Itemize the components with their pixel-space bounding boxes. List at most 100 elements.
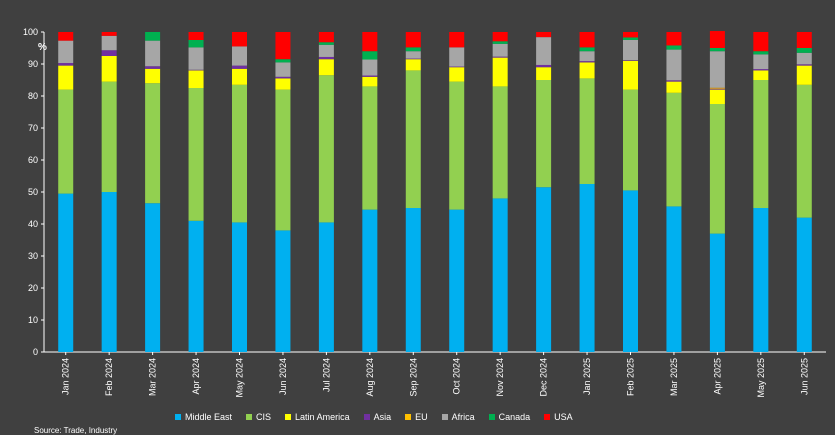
- source-note: Source: Trade, Industry: [34, 426, 118, 435]
- bar-segment: [492, 41, 508, 44]
- bar-segment: [753, 70, 769, 80]
- bar-segment: [709, 233, 725, 352]
- bar-segment: [318, 42, 334, 45]
- legend-item: Middle East: [175, 412, 232, 422]
- x-tick-label: Oct 2024: [452, 358, 462, 395]
- bar-segment: [623, 32, 638, 38]
- bar-segment: [275, 32, 291, 60]
- legend-swatch: [488, 414, 495, 420]
- bar-segment: [753, 69, 769, 71]
- bar-segment: [145, 40, 161, 67]
- legend-swatch: [175, 414, 181, 420]
- bar-segment: [145, 68, 161, 84]
- bar-segment: [188, 47, 204, 70]
- bar-segment: [579, 47, 595, 52]
- bar-segment: [318, 56, 334, 60]
- bar-segment: [318, 75, 334, 223]
- bar-segment: [362, 86, 378, 210]
- bar-segment: [101, 192, 117, 352]
- bar-segment: [536, 37, 552, 65]
- bar-segment: [362, 32, 378, 52]
- bar-segment: [318, 32, 334, 43]
- legend-label: EU: [415, 412, 428, 422]
- x-tick-label: Sep 2024: [408, 358, 418, 397]
- y-tick-label: 100: [23, 27, 38, 37]
- x-tick-label: Aug 2024: [365, 358, 375, 397]
- bar-segment: [666, 80, 682, 82]
- legend-label: Asia: [373, 412, 392, 422]
- y-tick-label: 20: [28, 283, 38, 293]
- bar-segment: [232, 65, 247, 69]
- bar-segment: [232, 84, 247, 223]
- bar-segment: [579, 32, 595, 48]
- bar-segment: [405, 51, 421, 59]
- bar-segment: [405, 59, 421, 71]
- x-tick-label: May 2024: [235, 358, 245, 398]
- y-tick-label: 10: [28, 315, 38, 325]
- bar-segment: [188, 32, 204, 40]
- bar-segment: [58, 65, 74, 90]
- bar-segment: [579, 51, 595, 62]
- bar-segment: [709, 48, 725, 52]
- bar-segment: [579, 184, 595, 352]
- bar-segment: [101, 81, 117, 192]
- bar-segment: [58, 89, 74, 194]
- bar-segment: [536, 32, 552, 38]
- x-tick-label: Jul 2024: [321, 358, 331, 392]
- bar-segment: [145, 32, 161, 41]
- bar-segment: [623, 89, 638, 191]
- bar-segment: [275, 59, 291, 63]
- legend-swatch: [363, 414, 370, 420]
- bar-segment: [449, 209, 465, 352]
- bar-segment: [275, 89, 291, 231]
- legend-label: Latin America: [295, 412, 350, 422]
- bar-segment: [449, 32, 465, 48]
- bar-segment: [101, 32, 117, 36]
- bar-segment: [753, 80, 769, 208]
- bar-segment: [188, 40, 204, 48]
- legend-item: Africa: [441, 412, 475, 422]
- bar-segment: [449, 47, 465, 67]
- bar-segment: [709, 88, 725, 90]
- bar-segment: [796, 48, 812, 53]
- bar-segment: [405, 70, 421, 209]
- bar-segment: [362, 59, 378, 76]
- bar-segment: [796, 32, 812, 48]
- bar-segment: [145, 66, 161, 69]
- x-tick-label: May 2025: [756, 358, 766, 398]
- bar-segment: [753, 51, 769, 55]
- legend-label: Middle East: [185, 412, 233, 422]
- bar-segment: [623, 190, 638, 352]
- bar-segment: [101, 50, 117, 56]
- bar-segment: [232, 68, 247, 85]
- x-tick-label: Mar 2024: [148, 358, 158, 396]
- y-axis-unit: %: [38, 42, 47, 53]
- bar-segment: [492, 32, 508, 42]
- bar-segment: [58, 63, 74, 66]
- bar-segment: [492, 57, 508, 87]
- chart-bars: [58, 31, 812, 352]
- chart-legend: Middle East CIS Latin America Asia EU Africa C…: [175, 412, 587, 422]
- bar-segment: [318, 222, 334, 352]
- bar-segment: [405, 47, 421, 52]
- bar-segment: [536, 64, 552, 68]
- bar-segment: [145, 83, 161, 204]
- bar-segment: [579, 78, 595, 184]
- legend-swatch: [441, 414, 448, 420]
- x-tick-label: Apr 2025: [712, 358, 722, 395]
- bar-segment: [709, 104, 725, 234]
- bar-segment: [579, 61, 595, 63]
- legend-item: USA: [544, 412, 573, 422]
- bar-segment: [405, 32, 421, 48]
- bar-segment: [709, 31, 725, 48]
- bar-segment: [753, 208, 769, 352]
- legend-item: Latin America: [285, 412, 350, 422]
- bar-segment: [188, 69, 204, 71]
- bar-segment: [709, 87, 725, 89]
- bar-segment: [101, 35, 117, 51]
- bar-segment: [796, 64, 812, 66]
- bar-segment: [623, 37, 638, 40]
- bar-segment: [623, 60, 638, 61]
- bar-segment: [318, 59, 334, 76]
- bar-segment: [796, 217, 812, 352]
